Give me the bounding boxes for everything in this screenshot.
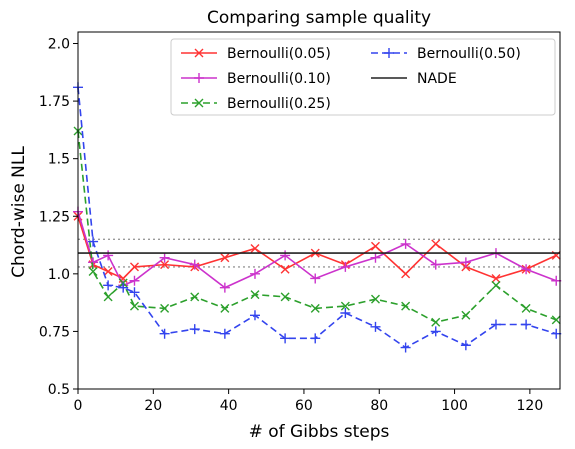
x-tick-label-6: 120 [517,398,544,414]
series-3-point-12 [370,321,381,332]
x-tick-label-5: 100 [441,398,468,414]
series-3-point-16 [490,319,501,330]
series-0-point-9 [280,264,290,274]
legend-marker-0 [194,48,204,58]
series-1-point-5 [159,252,170,263]
series-0-point-12 [370,241,380,251]
series-2-point-9 [280,292,290,302]
series-1-point-6 [189,259,200,270]
x-axis-label: # of Gibbs steps [249,422,390,442]
legend-label-4: NADE [417,71,457,87]
series-2-point-12 [370,294,380,304]
series-2-point-2 [103,292,113,302]
series-3-point-2 [103,280,114,291]
series-2-point-13 [401,301,411,311]
series-0-point-4 [129,262,139,272]
series-2-point-1 [88,267,98,277]
x-tick-label-3: 60 [295,398,313,414]
x-tick-label-1: 20 [144,398,162,414]
series-2-point-15 [461,310,471,320]
series-line-2 [77,130,557,324]
series-0-point-5 [160,260,170,270]
y-tick-label-5: 1.75 [39,94,70,110]
series-3-point-13 [400,342,411,353]
series-3-point-5 [159,328,170,339]
series-0-point-2 [103,267,113,277]
series-2-point-14 [431,317,441,327]
series-3-point-6 [189,324,200,335]
y-axis-label: Chord-wise NLL [9,146,29,278]
series-3-point-1 [88,236,99,247]
legend-marker-1 [194,73,204,83]
series-line-1 [77,211,557,289]
series-1-point-13 [400,238,411,249]
series-0-point-7 [220,253,230,263]
series-1-point-15 [460,257,471,268]
series-3-point-10 [310,333,321,344]
series-1-point-8 [249,268,260,279]
y-tick-label-3: 1.25 [39,209,70,225]
series-3-point-9 [280,333,291,344]
series-1-point-9 [280,250,291,261]
series-3-point-3 [118,282,129,293]
series-1-point-7 [219,282,230,293]
legend: Bernoulli(0.05) Bernoulli(0.10) Bernoulli(… [170,38,556,116]
series-1-point-17 [521,264,532,275]
series-1-point-2 [103,250,114,261]
series-3-point-7 [219,328,230,339]
series-2-point-5 [160,303,170,313]
series-2-point-17 [521,303,531,313]
y-tick-label-1: 0.75 [39,324,70,340]
series-1-point-14 [430,259,441,270]
legend-label-1: Bernoulli(0.10) [227,71,331,87]
series-3-point-8 [249,310,260,321]
series-2-point-18 [551,315,561,325]
series-0-point-16 [491,273,501,283]
x-tick-label-4: 80 [370,398,388,414]
series-2-point-8 [250,290,260,300]
chart-title: Comparing sample quality [207,8,431,28]
legend-label-2: Bernoulli(0.25) [227,96,331,112]
series-2-point-16 [491,280,501,290]
series-2-point-10 [310,303,320,313]
series-0-point-8 [250,244,260,253]
plot-area: 0 20 40 60 80 100 120 0.5 0.75 1.0 1.25 1.5 1.75 2.0 [39,31,562,414]
series-2-point-11 [340,301,350,311]
series-3-point-15 [460,340,471,351]
series-3-point-14 [430,326,441,337]
series-3-point-17 [521,319,532,330]
y-tick-label-2: 1.0 [48,267,70,283]
legend-marker-3 [384,48,394,58]
y-tick-label-6: 2.0 [48,37,70,53]
series-3-point-11 [340,307,351,318]
series-1-point-10 [310,273,321,284]
series-1-point-12 [370,252,381,263]
legend-label-0: Bernoulli(0.05) [227,46,331,62]
series-0-point-14 [431,239,441,249]
series-2-point-4 [129,301,139,311]
x-tick-label-2: 40 [220,398,238,414]
axes-frame [77,31,561,390]
legend-marker-2 [194,98,204,108]
series-2-point-6 [190,292,200,302]
series-1-point-4 [129,275,140,286]
y-tick-label-0: 0.5 [48,382,70,398]
series-0-point-13 [401,269,411,279]
series-3-point-4 [129,287,140,298]
x-tick-label-0: 0 [74,398,83,414]
series-2-point-7 [220,303,230,313]
y-tick-label-4: 1.5 [48,152,70,168]
series-1-point-11 [340,261,351,272]
legend-label-3: Bernoulli(0.50) [417,46,521,62]
legend-frame [170,38,556,116]
